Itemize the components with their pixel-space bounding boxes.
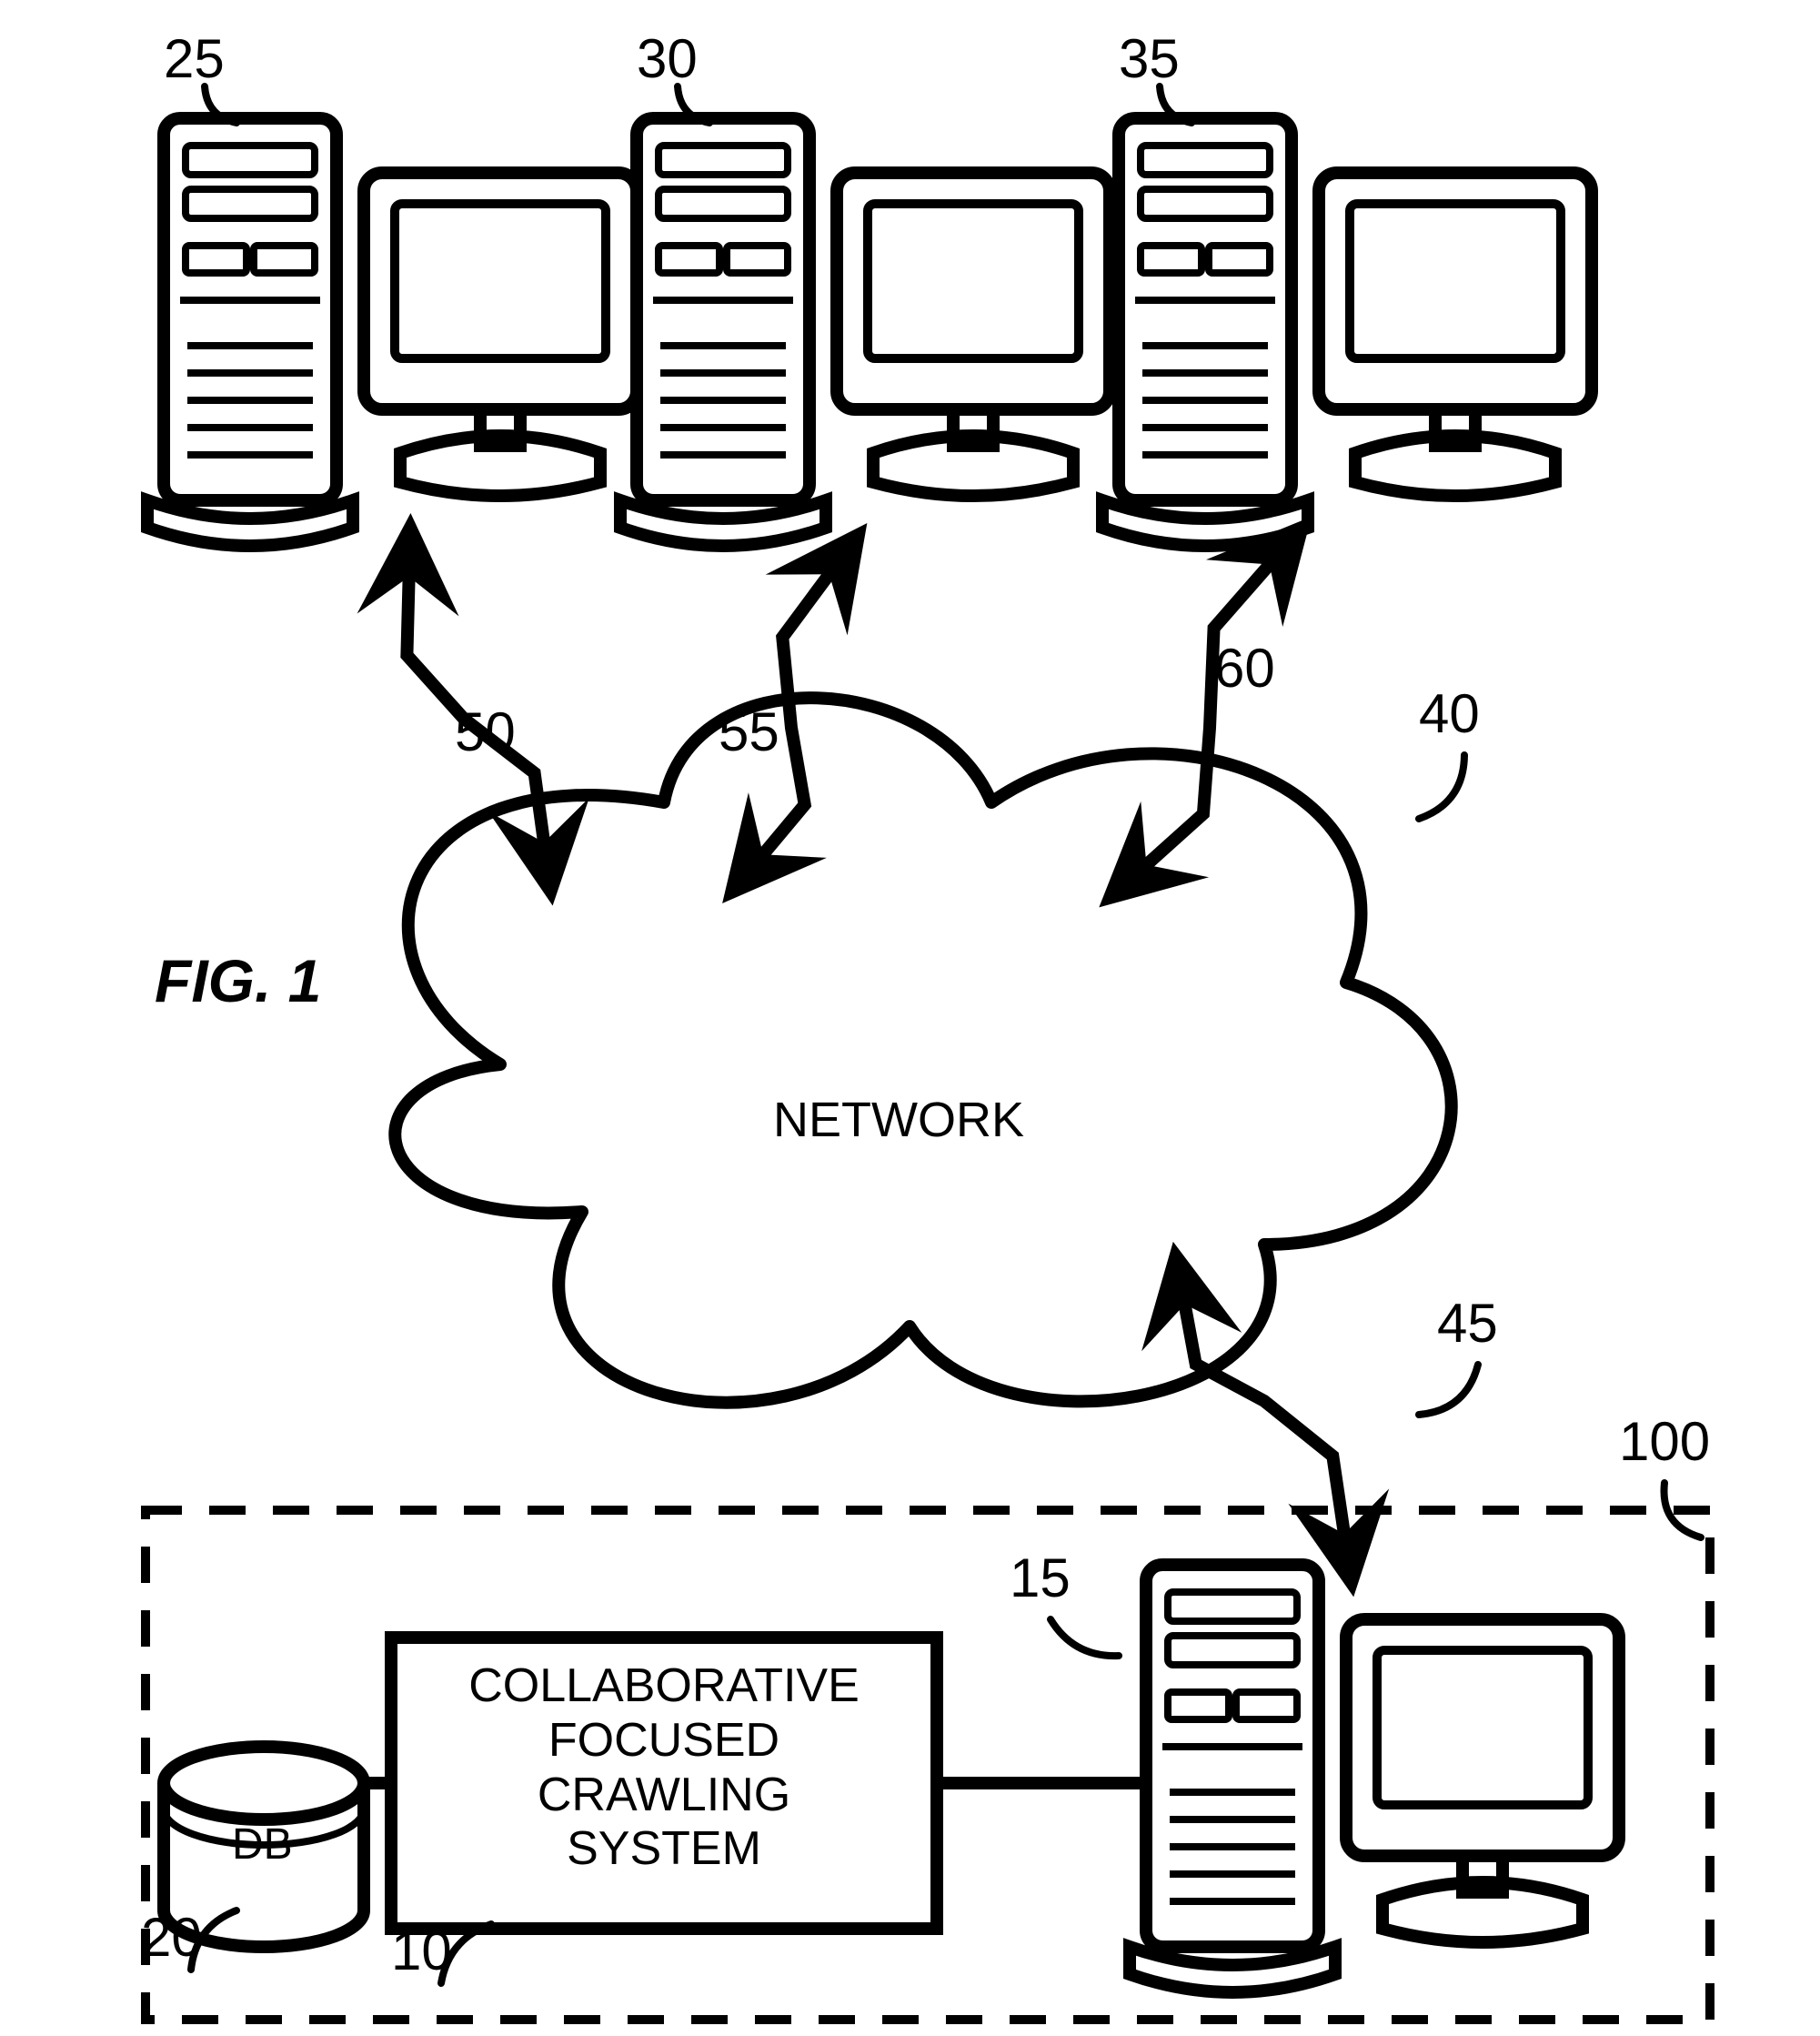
ref-numeral-50: 50 <box>455 701 516 763</box>
ref-numeral-15: 15 <box>1010 1547 1071 1609</box>
ref-numeral-30: 30 <box>637 27 698 90</box>
ref-numeral-55: 55 <box>719 701 779 763</box>
ref-numeral-20: 20 <box>141 1906 202 1969</box>
ref-numeral-40: 40 <box>1419 682 1480 745</box>
system-box-line: FOCUSED <box>548 1714 779 1767</box>
system-box-line: SYSTEM <box>567 1822 761 1875</box>
ref-numeral-60: 60 <box>1214 637 1275 700</box>
system-box-line: CRAWLING <box>538 1769 790 1821</box>
ref-numeral-25: 25 <box>164 27 225 90</box>
db-label: DB <box>232 1819 293 1870</box>
ref-numeral-100: 100 <box>1619 1410 1710 1473</box>
ref-numeral-35: 35 <box>1119 27 1180 90</box>
ref-numeral-10: 10 <box>391 1920 452 1982</box>
system-box-line: COLLABORATIVE <box>468 1659 860 1712</box>
ref-numeral-45: 45 <box>1437 1292 1498 1355</box>
system-box-label: COLLABORATIVEFOCUSEDCRAWLINGSYSTEM <box>391 1659 937 1877</box>
network-label: NETWORK <box>773 1092 1024 1148</box>
figure-canvas: FIG. 1 DB NETWORK COLLABORATIVEFOCUSEDCR… <box>0 0 1820 2036</box>
